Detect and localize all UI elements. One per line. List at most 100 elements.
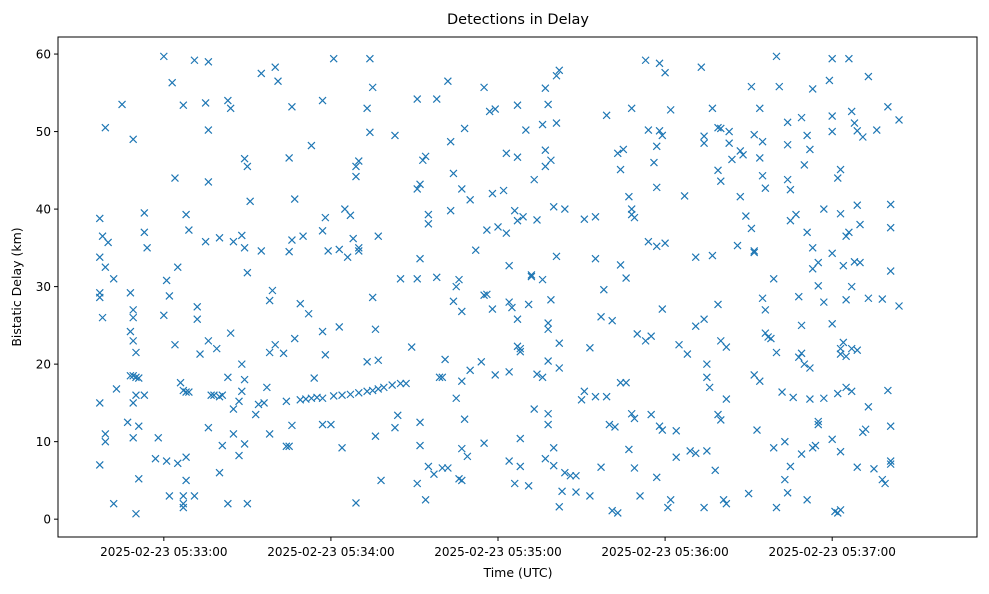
data-point [132, 348, 140, 357]
data-point [836, 350, 845, 358]
data-point [772, 52, 781, 61]
data-point [165, 491, 174, 500]
data-point [449, 297, 458, 306]
data-point [329, 54, 338, 63]
data-point [597, 463, 605, 472]
data-point [650, 158, 658, 167]
data-point [279, 349, 288, 358]
data-point [488, 305, 497, 314]
data-point [101, 123, 110, 132]
data-point [549, 443, 558, 452]
data-point [753, 426, 761, 434]
data-point [683, 350, 692, 358]
data-point [750, 247, 759, 255]
data-point [864, 402, 873, 411]
data-point [655, 59, 664, 68]
chart-title: Detections in Delay [447, 12, 589, 28]
data-point [560, 468, 569, 477]
data-point [772, 503, 781, 512]
data-point [215, 233, 224, 242]
data-point [505, 457, 514, 465]
data-point [714, 300, 722, 309]
data-point [524, 300, 533, 309]
data-point [719, 495, 728, 504]
data-point [480, 83, 489, 92]
data-point [886, 457, 895, 465]
data-point [836, 165, 845, 174]
data-point [797, 349, 806, 358]
data-point [95, 460, 104, 469]
data-point [190, 491, 199, 500]
data-point [786, 185, 795, 194]
data-point [886, 223, 895, 232]
data-point [878, 295, 887, 303]
data-point [800, 360, 809, 369]
data-point [352, 498, 360, 507]
data-point [544, 325, 553, 334]
data-point [858, 428, 867, 437]
data-point [733, 241, 742, 250]
data-point [750, 371, 759, 379]
data-point [792, 210, 800, 219]
data-point [808, 264, 817, 273]
data-point [527, 272, 536, 281]
data-point [577, 395, 586, 404]
data-point [856, 220, 864, 229]
data-point [803, 131, 812, 140]
data-point [338, 391, 346, 400]
data-point [786, 216, 795, 225]
data-point [758, 171, 767, 180]
data-point [805, 145, 814, 154]
data-point [251, 410, 260, 419]
data-point [847, 344, 856, 353]
data-point [853, 463, 862, 472]
data-point [530, 405, 539, 414]
data-point [171, 174, 179, 183]
data-point [842, 295, 851, 304]
data-point [702, 373, 711, 382]
data-point [365, 128, 374, 137]
data-point [758, 137, 767, 146]
data-point [602, 392, 611, 401]
x-tick-label: 2025-02-23 05:33:00 [100, 545, 227, 559]
data-point [101, 429, 110, 438]
data-point [129, 398, 138, 407]
data-point [883, 102, 892, 111]
data-point [413, 479, 422, 488]
data-point [608, 316, 617, 325]
data-point [605, 420, 614, 429]
data-point [449, 169, 458, 178]
data-point [123, 418, 132, 427]
data-point [262, 383, 271, 392]
data-point [432, 95, 441, 103]
data-point [265, 429, 274, 438]
data-point [758, 294, 767, 303]
data-point [766, 334, 775, 343]
data-point [814, 281, 823, 290]
data-point [243, 162, 252, 171]
data-point [154, 433, 163, 442]
data-point [457, 307, 466, 316]
data-point [814, 258, 823, 267]
data-point [747, 82, 756, 91]
data-point [218, 391, 227, 400]
data-point [555, 66, 564, 75]
data-point [519, 212, 527, 221]
data-point [285, 154, 294, 162]
data-point [435, 373, 444, 382]
data-point [769, 274, 778, 283]
data-point [616, 165, 625, 174]
data-point [878, 475, 887, 484]
data-point [895, 302, 903, 310]
data-point [129, 313, 138, 322]
data-point [237, 360, 246, 369]
data-point [627, 409, 636, 418]
data-point [761, 305, 770, 314]
data-point [285, 442, 294, 451]
data-point [379, 383, 388, 392]
data-point [457, 377, 466, 386]
data-point [666, 105, 675, 114]
data-point [853, 126, 862, 135]
data-point [229, 405, 238, 414]
data-point [836, 447, 845, 456]
